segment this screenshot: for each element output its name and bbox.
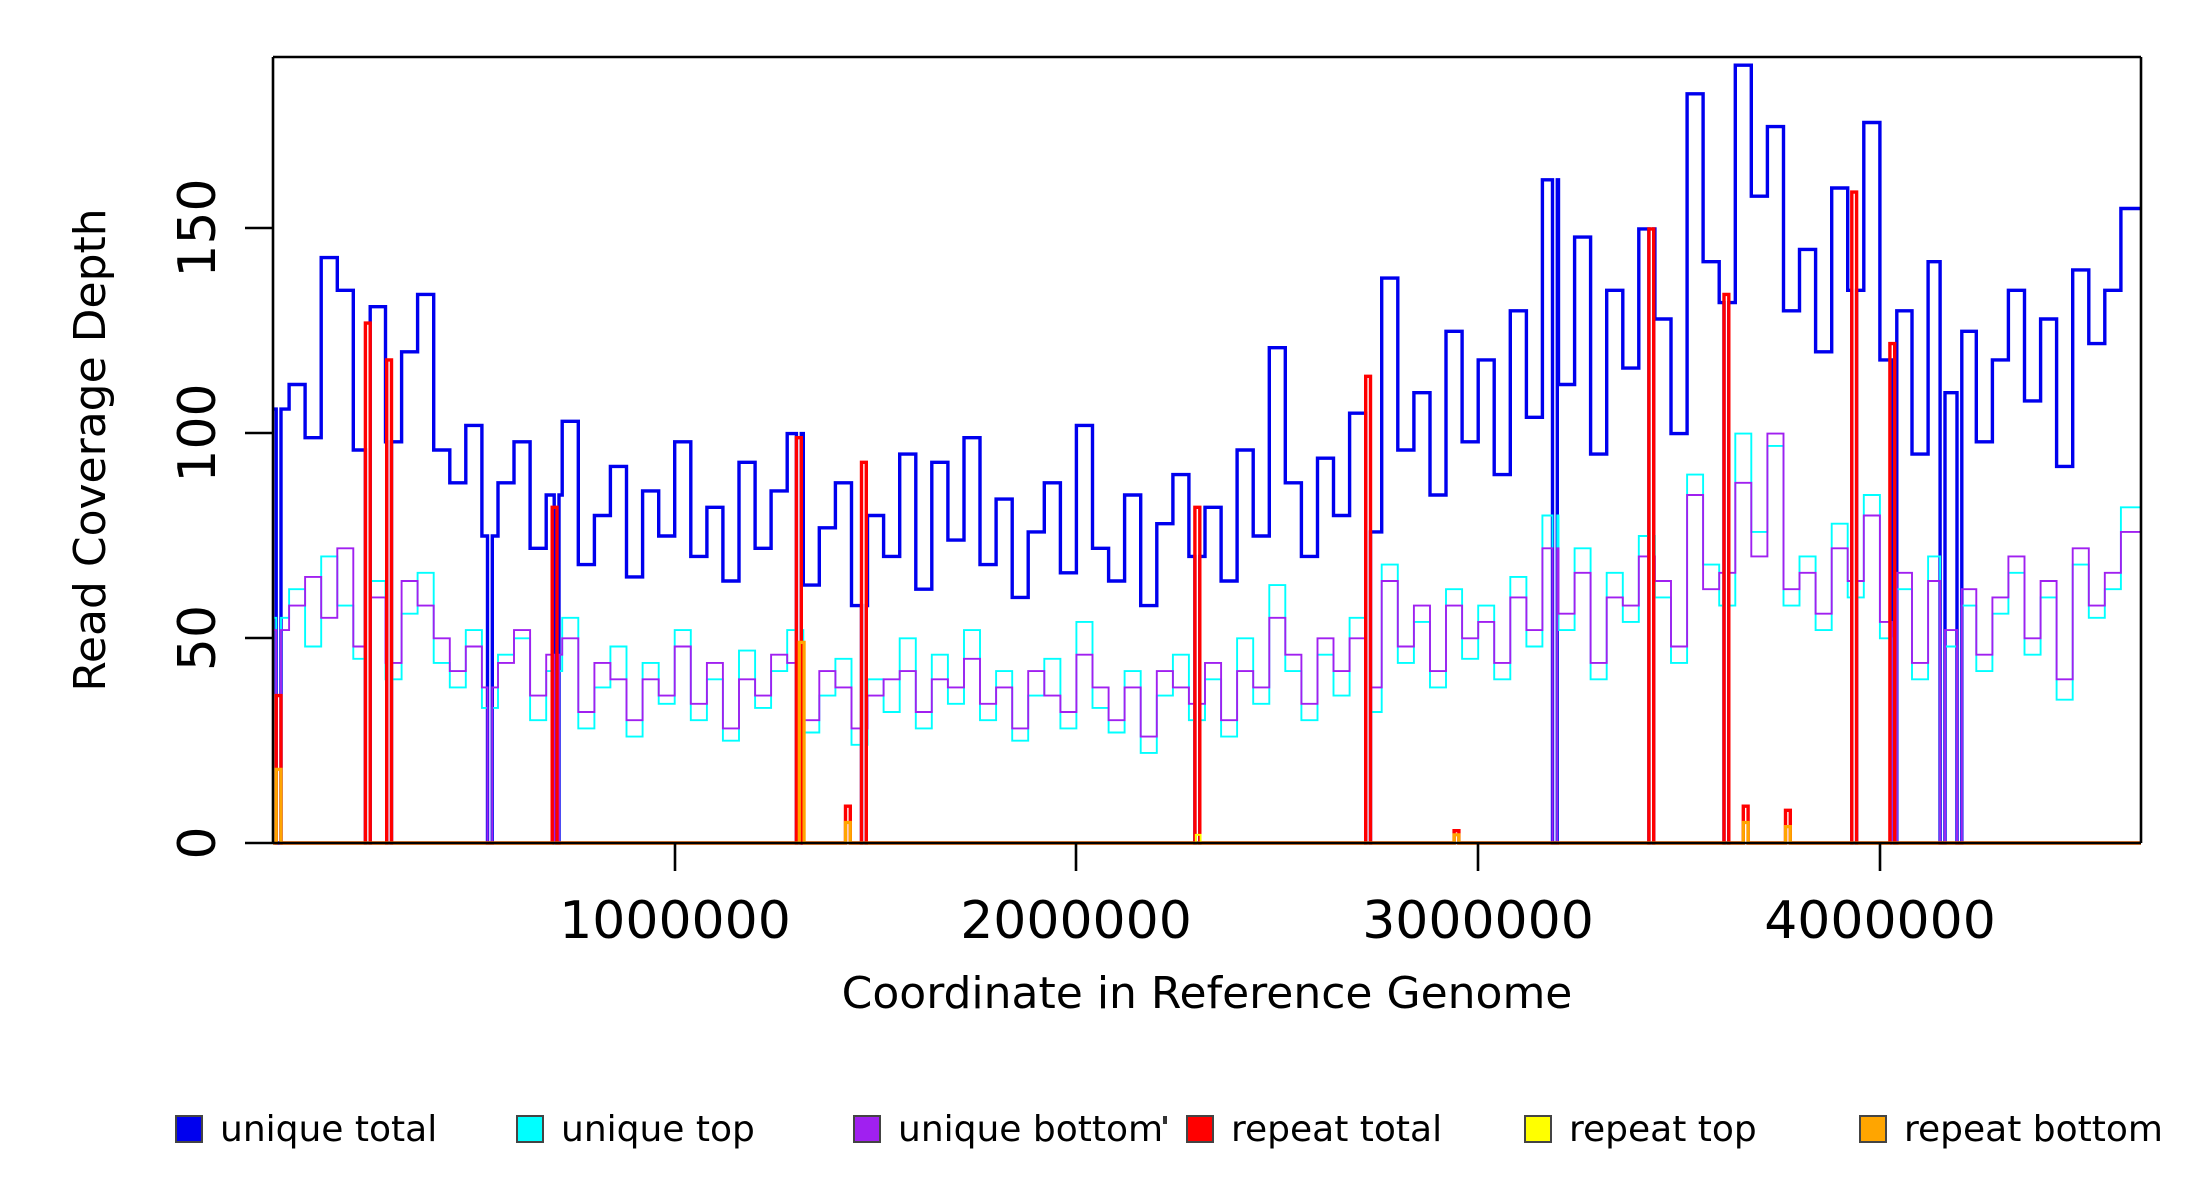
x-ticks <box>673 843 1882 871</box>
x-axis-title: Coordinate in Reference Genome <box>842 968 1573 1019</box>
repeat-top-swatch-icon <box>1524 1115 1552 1143</box>
stray-mark <box>1163 1116 1167 1124</box>
x-tick-label-3000000: 3000000 <box>1362 891 1594 951</box>
x-tick-label-1000000: 1000000 <box>559 891 791 951</box>
y-tick-label-0: 0 <box>168 826 228 859</box>
legend: unique total unique top unique bottom re… <box>175 1109 2163 1150</box>
unique-bottom-swatch-icon <box>853 1115 881 1143</box>
legend-item-unique-total: unique total <box>175 1109 437 1150</box>
x-tick-label-2000000: 2000000 <box>960 891 1192 951</box>
legend-label: unique bottom <box>898 1109 1163 1150</box>
unique-total-swatch-icon <box>175 1115 203 1143</box>
repeat-bottom-swatch-icon <box>1859 1115 1887 1143</box>
repeat-total-swatch-icon <box>1186 1115 1214 1143</box>
legend-label: repeat top <box>1569 1109 1757 1150</box>
y-axis-title: Read Coverage Depth <box>65 208 116 691</box>
legend-item-repeat-bottom: repeat bottom <box>1859 1109 2163 1150</box>
series-layer <box>273 63 2141 845</box>
y-tick-label-150: 150 <box>168 178 228 277</box>
unique-top-swatch-icon <box>516 1115 544 1143</box>
legend-label: repeat bottom <box>1904 1109 2163 1150</box>
legend-item-unique-bottom: unique bottom <box>853 1109 1163 1150</box>
legend-label: unique top <box>561 1109 755 1150</box>
y-tick-label-100: 100 <box>168 383 228 482</box>
legend-label: unique total <box>220 1109 437 1150</box>
legend-item-repeat-top: repeat top <box>1524 1109 1757 1150</box>
y-ticks <box>245 226 273 845</box>
legend-label: repeat total <box>1231 1109 1442 1150</box>
plot-border <box>271 55 2143 845</box>
x-tick-label-4000000: 4000000 <box>1764 891 1996 951</box>
legend-item-unique-top: unique top <box>516 1109 755 1150</box>
y-tick-label-50: 50 <box>168 605 228 671</box>
legend-item-repeat-total: repeat total <box>1186 1109 1442 1150</box>
